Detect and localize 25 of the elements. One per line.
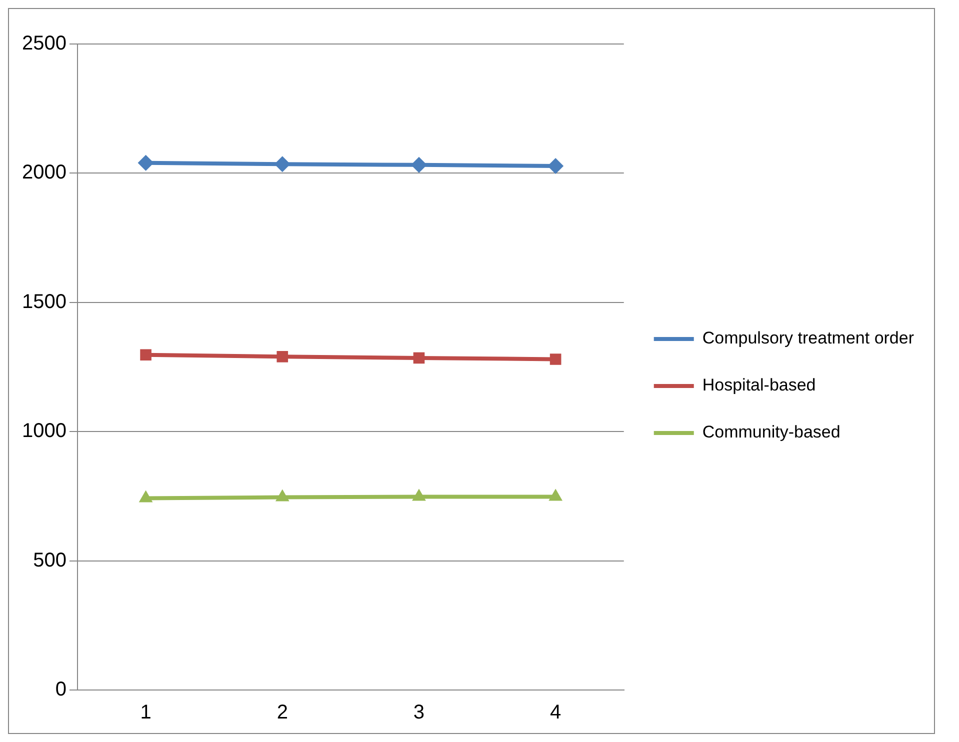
point: [410, 156, 427, 173]
y-tick-label: 2000: [22, 162, 66, 184]
x-tick-label: 2: [276, 702, 288, 724]
x-tick-label: 1: [140, 702, 152, 724]
point: [274, 156, 290, 172]
point: [138, 490, 153, 502]
point: [412, 488, 426, 501]
x-tick-label: 3: [413, 702, 425, 724]
y-tick-label: 1500: [22, 290, 66, 313]
point: [413, 352, 425, 364]
y-tick-label: 0: [55, 678, 66, 701]
point: [276, 351, 288, 362]
point: [548, 158, 564, 174]
point: [550, 354, 562, 365]
point: [138, 154, 154, 171]
legend-label: Compulsory treatment order: [702, 328, 914, 348]
legend-label: Community-based: [702, 422, 840, 442]
point: [140, 349, 152, 361]
y-tick-label: 2500: [22, 32, 66, 55]
point: [548, 488, 562, 501]
y-tick-label: 500: [33, 549, 66, 572]
point: [275, 489, 290, 502]
x-tick-label: 4: [550, 702, 562, 724]
y-tick-label: 1000: [22, 420, 66, 442]
legend-label: Hospital-based: [702, 376, 816, 395]
